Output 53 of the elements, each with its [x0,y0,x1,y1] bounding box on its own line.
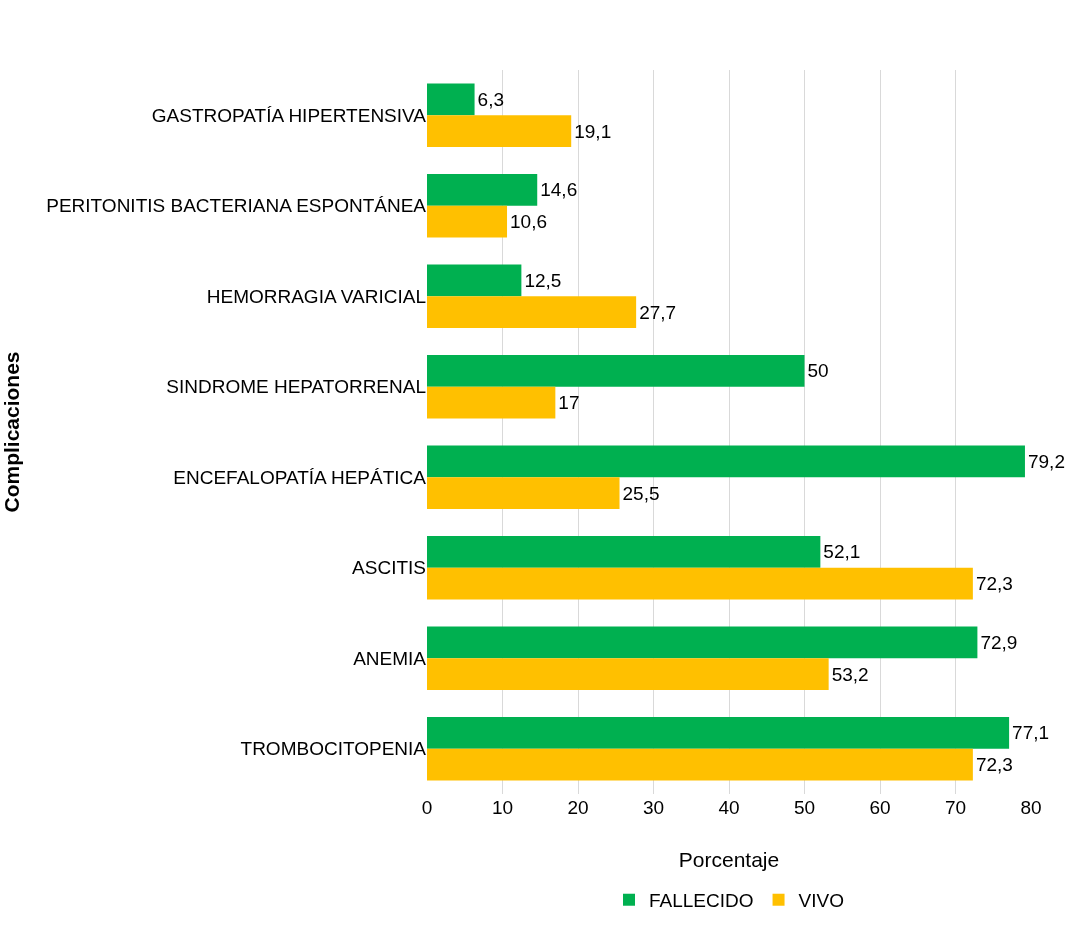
data-label: 27,7 [639,301,677,323]
data-label: 79,2 [1027,450,1065,472]
y-tick-label: HEMORRAGIA VARICIAL [206,285,426,307]
bar [427,567,973,600]
x-tick-label: 10 [491,797,514,818]
bar [427,658,829,690]
bar [427,83,475,116]
data-label: 14,6 [540,179,578,201]
data-label: 72,3 [975,573,1013,595]
data-label: 50 [807,360,829,382]
x-tick-label: 0 [421,797,433,818]
x-tick-label: 40 [718,797,740,818]
bar [427,115,572,147]
y-tick-label: SINDROME HEPATORRENAL [166,376,426,398]
data-label: 53,2 [831,663,869,685]
bar [427,174,538,206]
x-tick-label: 20 [567,797,589,818]
legend-label: FALLECIDO [649,890,754,912]
y-tick-label: ANEMIA [353,647,427,669]
data-label: 77,1 [1012,722,1050,744]
y-tick-label: TROMBOCITOPENIA [240,738,427,760]
y-tick-label: GASTROPATÍA HIPERTENSIVA [151,104,427,126]
x-tick-label: 70 [944,797,967,818]
data-label: 17 [558,392,580,414]
bar [427,477,620,509]
data-label: 72,9 [980,631,1018,653]
data-label: 6,3 [477,88,504,110]
y-tick-label: ASCITIS [352,557,426,579]
y-axis-title: Complicaciones [0,351,24,513]
data-label: 19,1 [574,120,612,142]
bar [427,748,973,781]
data-label: 10,6 [510,211,548,233]
bar [427,717,1010,749]
x-tick-label: 50 [793,797,816,818]
legend-label: VIVO [798,890,844,912]
data-label: 52,1 [823,541,861,563]
bar [427,205,508,238]
bar [427,536,821,568]
bar [427,386,556,419]
y-tick-label: ENCEFALOPATÍA HEPÁTICA [173,466,427,488]
x-tick-label: 60 [869,797,891,818]
x-axis-title: Porcentaje [678,848,780,871]
bar [427,296,637,328]
bar [427,626,978,659]
data-label: 72,3 [975,754,1013,776]
bar [427,264,522,297]
bar [427,355,805,387]
bar [427,445,1025,478]
x-tick-label: 30 [642,797,665,818]
y-tick-label: PERITONITIS BACTERIANA ESPONTÁNEA [46,195,427,217]
x-tick-label: 80 [1020,797,1042,818]
data-label: 12,5 [524,269,562,291]
data-label: 25,5 [622,482,660,504]
